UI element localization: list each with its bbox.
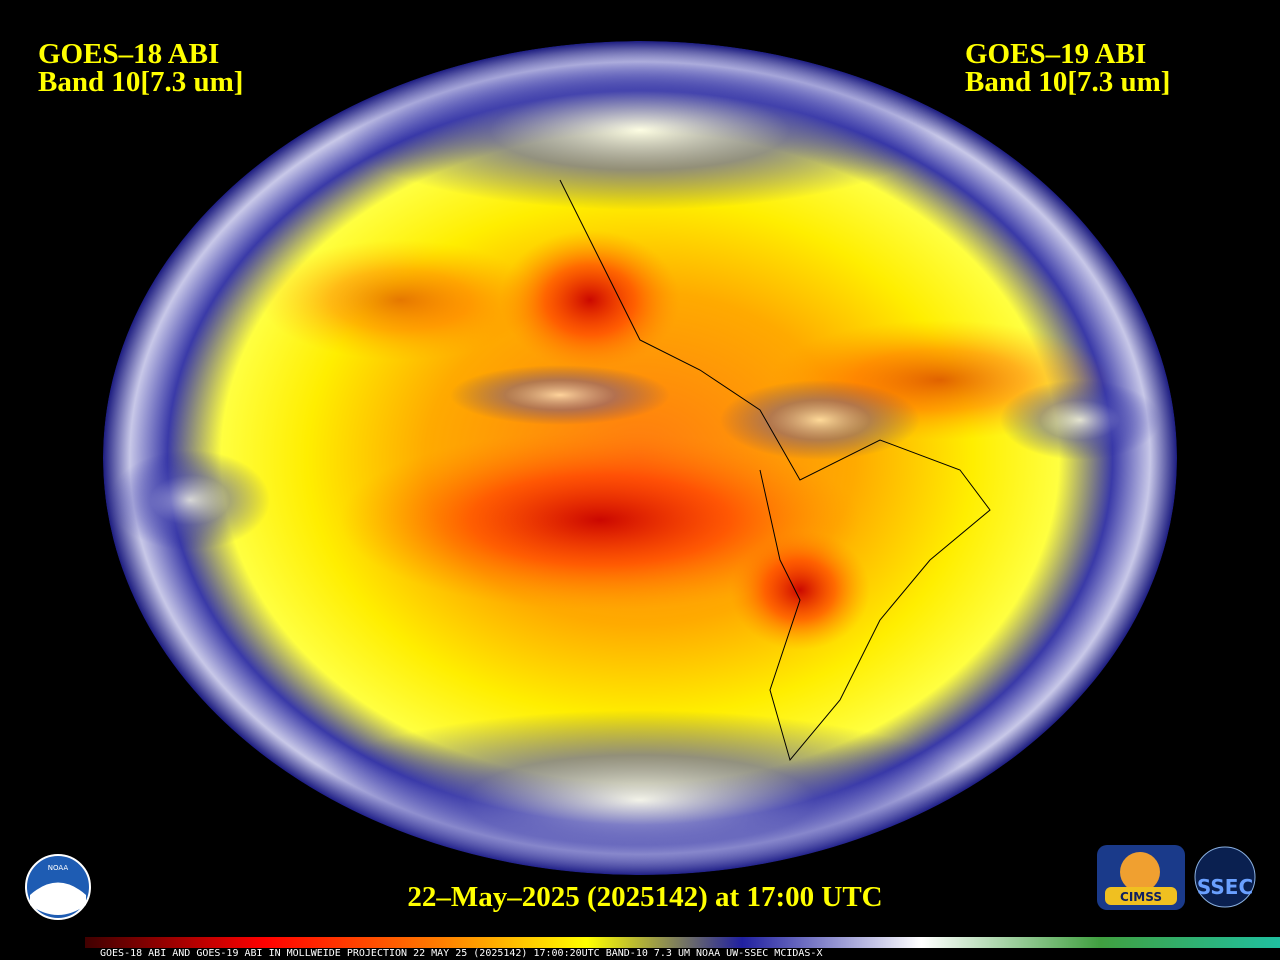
dry-region	[730, 530, 870, 650]
satellite-name: GOES–18 ABI	[38, 38, 219, 70]
logo-text: SSEC	[1197, 875, 1253, 899]
logo-band	[1105, 887, 1177, 905]
ssec-logo: SSEC	[1194, 846, 1256, 908]
globe	[103, 41, 1177, 875]
dry-region	[340, 430, 860, 610]
logo-text: NOAA	[48, 864, 69, 872]
logo-wave	[30, 882, 86, 915]
dry-region	[500, 230, 680, 370]
moist-region	[110, 450, 270, 550]
band-label: Band 10[7.3 um]	[38, 66, 243, 98]
band-label: Band 10[7.3 um]	[965, 66, 1170, 98]
moist-region	[450, 365, 670, 425]
coastline	[559, 179, 991, 762]
moist-region	[340, 50, 940, 210]
cimss-logo: CIMSS	[1097, 845, 1185, 910]
moist-region	[1000, 380, 1160, 460]
logo-circle	[1194, 846, 1256, 908]
colorbar-caption: GOES-18 ABI AND GOES-19 ABI IN MOLLWEIDE…	[100, 948, 822, 959]
moist-region	[720, 380, 920, 460]
dry-region	[260, 240, 540, 360]
logo-text: CIMSS	[1120, 890, 1162, 904]
satellite-name: GOES–19 ABI	[965, 38, 1146, 70]
moist-region	[290, 710, 990, 875]
noaa-logo: NOAA	[25, 854, 91, 920]
logo-sun	[1120, 852, 1160, 892]
colorbar	[85, 937, 1280, 948]
timestamp: 22–May–2025 (2025142) at 17:00 UTC	[407, 881, 882, 913]
